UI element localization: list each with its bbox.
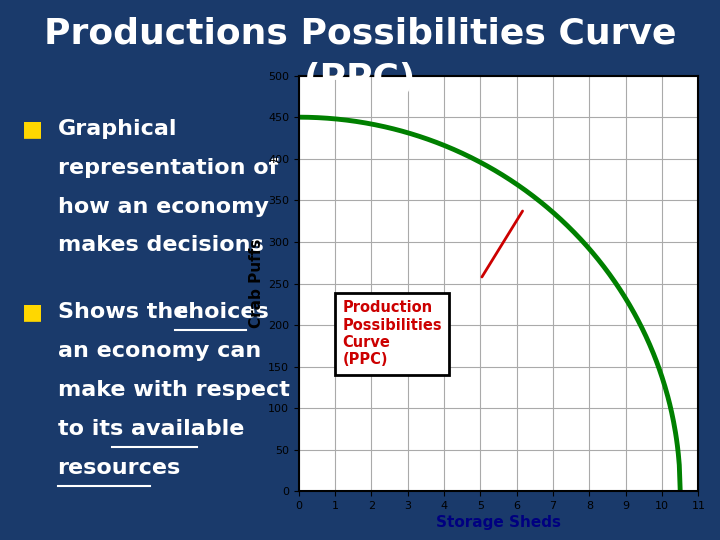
X-axis label: Storage Sheds: Storage Sheds bbox=[436, 515, 561, 530]
Text: to its available: to its available bbox=[58, 419, 244, 439]
Text: Graphical: Graphical bbox=[58, 119, 177, 139]
Text: an economy can: an economy can bbox=[58, 341, 261, 361]
Text: Productions Possibilities Curve: Productions Possibilities Curve bbox=[44, 16, 676, 50]
Text: how an economy: how an economy bbox=[58, 197, 269, 217]
Text: (PPC): (PPC) bbox=[304, 62, 416, 96]
Text: make with respect: make with respect bbox=[58, 380, 289, 400]
Text: Shows the: Shows the bbox=[58, 302, 196, 322]
Text: ■: ■ bbox=[22, 119, 42, 139]
Text: makes decisions: makes decisions bbox=[58, 235, 264, 255]
Text: resources: resources bbox=[58, 458, 181, 478]
Text: choices: choices bbox=[175, 302, 269, 322]
Text: ■: ■ bbox=[22, 302, 42, 322]
Y-axis label: Crab Puffs: Crab Puffs bbox=[249, 239, 264, 328]
Text: representation of: representation of bbox=[58, 158, 278, 178]
Text: Production
Possibilities
Curve
(PPC): Production Possibilities Curve (PPC) bbox=[343, 300, 442, 367]
